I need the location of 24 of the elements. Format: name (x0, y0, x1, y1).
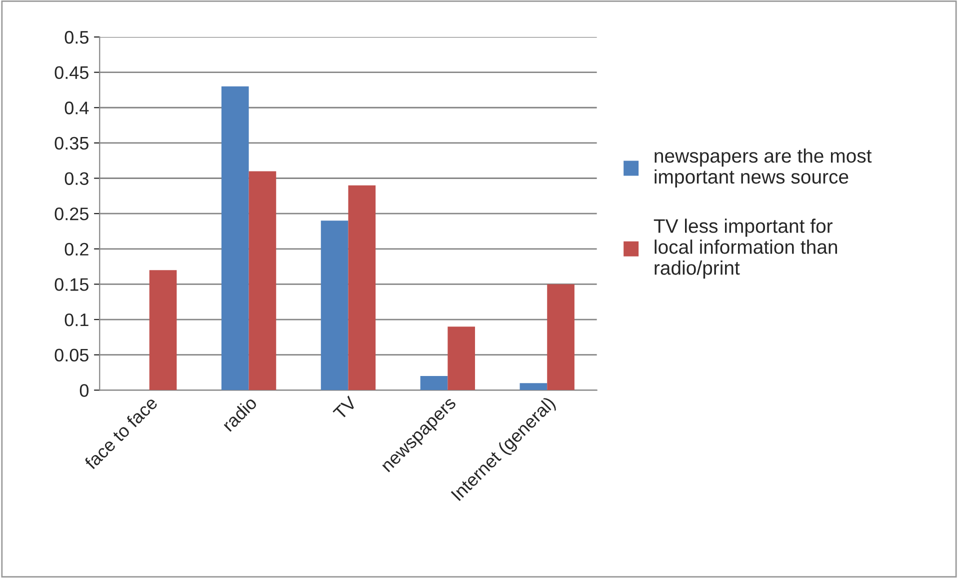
y-tick-label: 0.4 (64, 102, 89, 114)
bar (320, 220, 348, 390)
bar (420, 376, 448, 390)
bar (248, 171, 276, 390)
y-tick-label: 0.15 (54, 278, 88, 291)
y-tick-label: 0.3 (64, 172, 88, 185)
y-tick-label: 0.25 (54, 208, 88, 220)
bar (348, 185, 376, 390)
bar (520, 383, 548, 390)
y-tick-label: 0.2 (64, 242, 88, 256)
y-tick-label: 0.1 (64, 313, 88, 326)
y-tick-label: 0.05 (54, 348, 88, 362)
y-tick-label: 0.45 (54, 66, 88, 80)
bar (221, 86, 249, 390)
x-tick-label: TV (332, 396, 358, 420)
y-tick-label: 0.35 (54, 136, 88, 150)
x-tick-label: face to face (84, 396, 158, 470)
bar (547, 284, 574, 390)
y-tick-label: 0.5 (64, 30, 88, 44)
bar (149, 270, 177, 390)
legend-label: TV less important for local information than radio/print (654, 218, 838, 279)
legend-label: newspapers are the most important news source (654, 148, 872, 188)
bar (448, 326, 476, 390)
y-tick-label: 0 (80, 384, 89, 397)
